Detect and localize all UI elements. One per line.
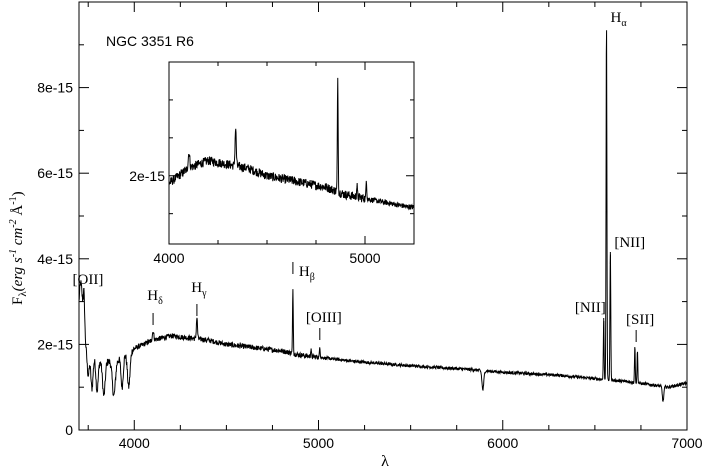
line-label-subscript: β: [310, 272, 315, 283]
spectrum-series-line: [78, 30, 688, 403]
x-axis-label: λ: [381, 453, 389, 469]
y-tick-label: 8e-15: [37, 80, 73, 96]
line-label-text: H: [191, 280, 202, 296]
line-label-subscript: δ: [158, 296, 163, 307]
y-axis-label-main: F: [10, 297, 26, 305]
y-axis-label-exp3: -1: [8, 196, 19, 204]
line-label-text: [SII]: [626, 312, 654, 328]
line-label-text: [OIII]: [306, 310, 342, 326]
y-axis-label-sub: λ: [17, 291, 29, 297]
line-label-text: [OII]: [73, 272, 104, 288]
y-tick-label: 6e-15: [37, 165, 73, 181]
inset-y-tick-label: 2e-15: [129, 168, 165, 184]
inset-tick-labels: 4000 5000 2e-15: [129, 168, 381, 266]
line-label-NII-6548: [NII]: [575, 300, 606, 316]
inset-plot-frame: [168, 61, 415, 245]
y-axis-label-units: (erg s: [10, 257, 26, 291]
line-label-text: [NII]: [614, 235, 645, 251]
y-axis-label: Fλ(erg s-1 cm-2 Å-1): [8, 191, 29, 305]
x-tick-label: 4000: [119, 435, 150, 451]
y-tick-label: 0: [65, 422, 73, 438]
y-axis-label-units3: Å: [10, 205, 26, 220]
inset-spectrum-series-line: [168, 77, 415, 211]
y-axis-label-units2: cm: [10, 228, 26, 249]
x-tick-label: 6000: [487, 435, 518, 451]
line-label-SII: [SII]: [626, 312, 654, 328]
x-tick-label: 5000: [303, 435, 334, 451]
line-label-text: H: [147, 288, 158, 304]
line-label-H-delta: Hδ: [147, 288, 163, 307]
main-axis-ticks: [79, 1, 688, 431]
line-label-H-alpha: Hα: [610, 10, 627, 29]
line-label-OIII: [OIII]: [306, 310, 342, 326]
inset-axis-ticks: [168, 62, 415, 244]
line-label-text: H: [299, 264, 310, 280]
y-tick-label: 2e-15: [37, 336, 73, 352]
y-axis-label-close: ): [10, 191, 26, 196]
line-label-H-gamma: Hγ: [191, 280, 207, 299]
y-tick-label: 4e-15: [37, 251, 73, 267]
chart-title: NGC 3351 R6: [106, 33, 194, 49]
line-label-OII: [OII]: [73, 272, 104, 288]
line-label-subscript: α: [621, 18, 627, 29]
inset-x-tick-label: 5000: [349, 250, 380, 266]
line-label-text: [NII]: [575, 300, 606, 316]
main-tick-labels: 4000 5000 6000 7000 0 2e-15 4e-15 6e-15 8e-15: [37, 80, 703, 451]
y-axis-label-exp1: -1: [8, 249, 19, 257]
line-label-text: H: [610, 10, 621, 26]
x-tick-label: 7000: [671, 435, 702, 451]
y-axis-label-exp2: -2: [8, 219, 19, 227]
line-label-H-beta: Hβ: [299, 264, 315, 283]
inset-x-tick-label: 4000: [153, 250, 184, 266]
line-label-NII-6584: [NII]: [614, 235, 645, 251]
line-label-subscript: γ: [201, 288, 207, 299]
